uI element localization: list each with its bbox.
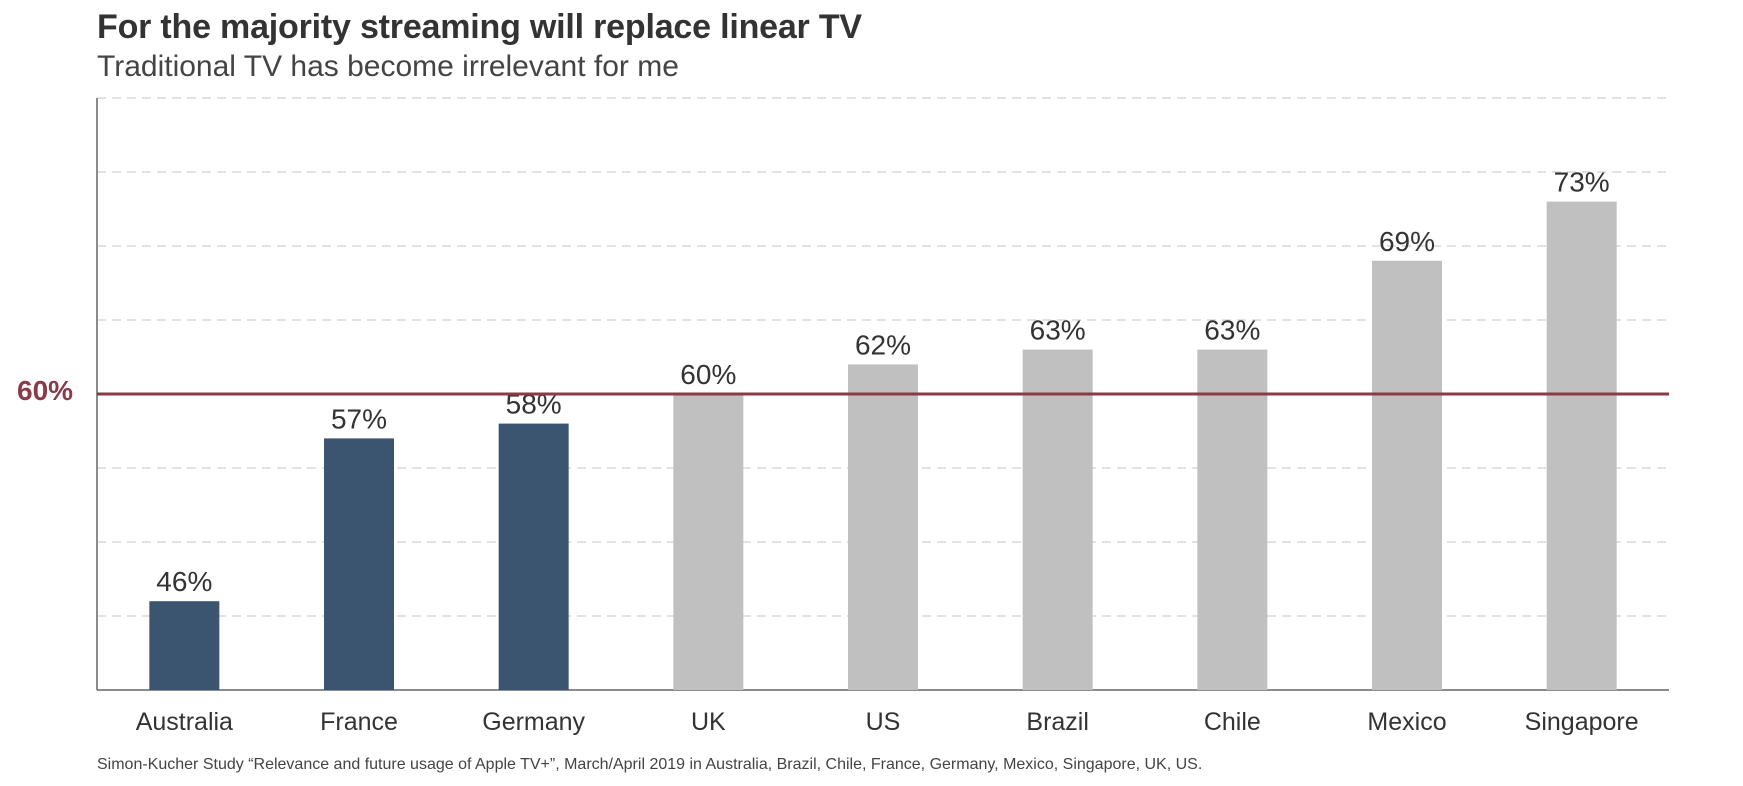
data-label: 69% bbox=[1379, 226, 1435, 257]
x-tick-label: US bbox=[866, 708, 901, 736]
reference-line-label: 60% bbox=[17, 375, 74, 406]
bar bbox=[673, 394, 744, 690]
data-label: 62% bbox=[855, 329, 911, 360]
x-tick-label: Australia bbox=[136, 708, 233, 736]
bar bbox=[1372, 260, 1442, 690]
x-tick-label: UK bbox=[691, 708, 726, 736]
x-tick-label: Germany bbox=[482, 708, 585, 736]
chart-subtitle: Traditional TV has become irrelevant for… bbox=[97, 50, 679, 83]
source-note: Simon-Kucher Study “Relevance and future… bbox=[97, 756, 1203, 773]
bar bbox=[324, 438, 394, 690]
chart-title: For the majority streaming will replace … bbox=[97, 8, 862, 46]
data-label: 60% bbox=[680, 359, 736, 390]
data-label: 63% bbox=[1204, 315, 1260, 346]
data-label: 73% bbox=[1554, 167, 1610, 198]
x-tick-label: Singapore bbox=[1525, 708, 1639, 736]
bar bbox=[848, 364, 918, 690]
data-label: 57% bbox=[331, 403, 387, 434]
bar bbox=[498, 423, 569, 690]
data-label: 63% bbox=[1030, 315, 1086, 346]
x-tick-label: France bbox=[320, 708, 398, 736]
x-tick-label: Chile bbox=[1204, 708, 1261, 736]
bar bbox=[1546, 201, 1617, 690]
x-tick-label: Brazil bbox=[1026, 708, 1089, 736]
x-tick-label: Mexico bbox=[1367, 708, 1446, 736]
bar bbox=[1197, 349, 1268, 690]
data-label: 46% bbox=[156, 566, 212, 597]
bar bbox=[1022, 349, 1093, 690]
bar bbox=[149, 601, 220, 690]
